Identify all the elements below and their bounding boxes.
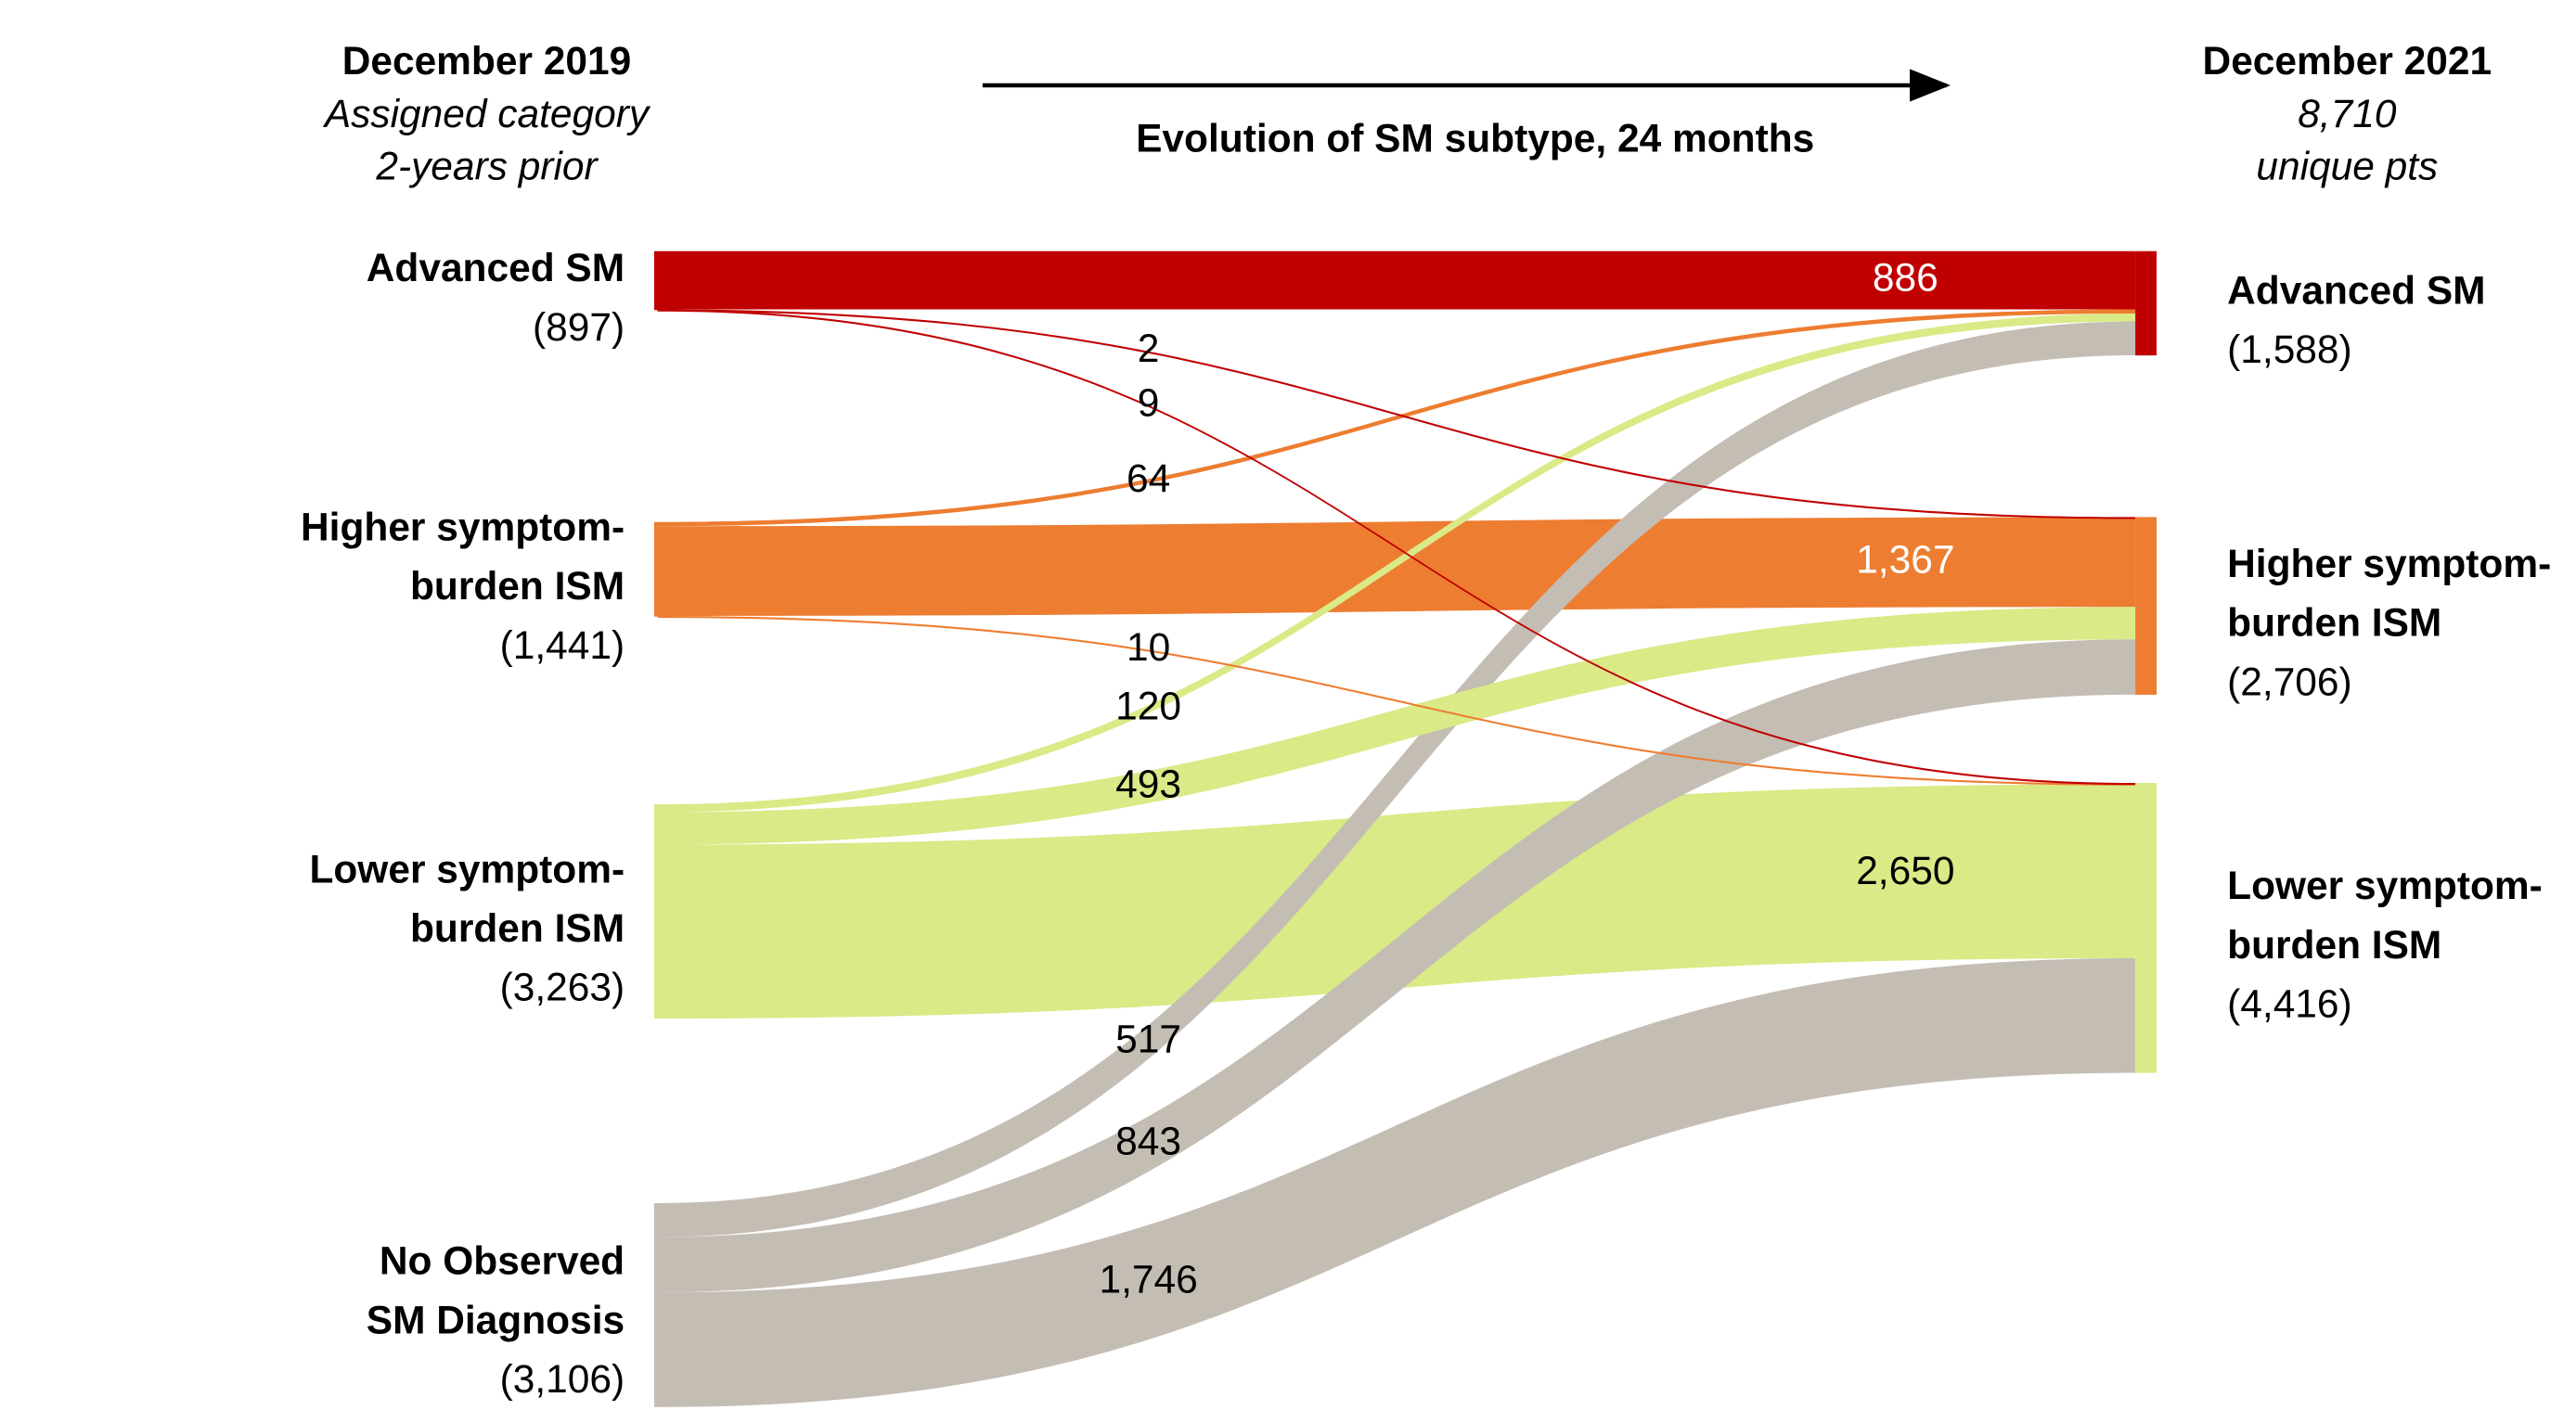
flow-label: 120 bbox=[1115, 685, 1181, 728]
node-value: (4,416) bbox=[2227, 981, 2352, 1025]
node-label: Higher symptom- bbox=[301, 505, 625, 548]
flow-label: 493 bbox=[1115, 762, 1181, 805]
node-label: burden ISM bbox=[410, 564, 625, 608]
flow bbox=[657, 309, 2136, 519]
left-header-line: 2-years prior bbox=[375, 144, 599, 187]
node-value: (3,263) bbox=[500, 966, 625, 1009]
node-label: Advanced SM bbox=[367, 246, 625, 289]
flow bbox=[657, 321, 2136, 1237]
flow-label: 843 bbox=[1115, 1119, 1181, 1162]
flow bbox=[657, 309, 2136, 786]
flow-label: 9 bbox=[1138, 380, 1160, 424]
node-value: (2,706) bbox=[2227, 660, 2352, 703]
flow bbox=[657, 639, 2136, 1293]
target-node bbox=[2135, 517, 2157, 695]
node-label: Advanced SM bbox=[2227, 269, 2485, 313]
source-node bbox=[653, 1203, 658, 1407]
node-label: Lower symptom- bbox=[309, 847, 625, 891]
node-value: (1,588) bbox=[2227, 327, 2352, 371]
source-node bbox=[653, 804, 658, 1019]
node-label: No Observed bbox=[380, 1239, 625, 1283]
left-header-title: December 2019 bbox=[342, 39, 632, 83]
flow bbox=[657, 250, 2136, 310]
flow-label: 2 bbox=[1138, 327, 1160, 370]
source-node bbox=[653, 521, 658, 617]
source-node bbox=[653, 250, 658, 311]
flow bbox=[657, 784, 2136, 1019]
flow-label: 64 bbox=[1127, 456, 1170, 500]
flow-label: 2,650 bbox=[1856, 849, 1954, 892]
flow bbox=[657, 313, 2136, 813]
target-node bbox=[2135, 250, 2157, 356]
node-label: burden ISM bbox=[2227, 601, 2441, 645]
flow bbox=[657, 615, 2136, 786]
flow bbox=[657, 309, 2136, 527]
flow-label: 886 bbox=[1873, 255, 1938, 299]
node-label: SM Diagnosis bbox=[367, 1298, 625, 1341]
node-label: burden ISM bbox=[2227, 923, 2441, 967]
flow-label: 10 bbox=[1127, 625, 1170, 669]
right-header-total: 8,710 bbox=[2298, 92, 2397, 135]
target-node bbox=[2135, 783, 2157, 1073]
flow-label: 1,746 bbox=[1099, 1257, 1197, 1301]
right-header-note: unique pts bbox=[2256, 144, 2438, 187]
node-label: Lower symptom- bbox=[2227, 864, 2543, 907]
flow bbox=[657, 607, 2136, 845]
flow-label: 1,367 bbox=[1856, 537, 1954, 581]
right-header-title: December 2021 bbox=[2203, 39, 2492, 83]
node-value: (3,106) bbox=[500, 1357, 625, 1401]
flow bbox=[657, 957, 2136, 1407]
node-label: burden ISM bbox=[410, 906, 625, 950]
node-value: (897) bbox=[533, 305, 625, 349]
node-value: (1,441) bbox=[500, 623, 625, 667]
left-header-line: Assigned category bbox=[322, 92, 651, 135]
node-label: Higher symptom- bbox=[2227, 542, 2551, 585]
flow-label: 517 bbox=[1115, 1017, 1181, 1060]
subtitle: Evolution of SM subtype, 24 months bbox=[1136, 116, 1814, 160]
